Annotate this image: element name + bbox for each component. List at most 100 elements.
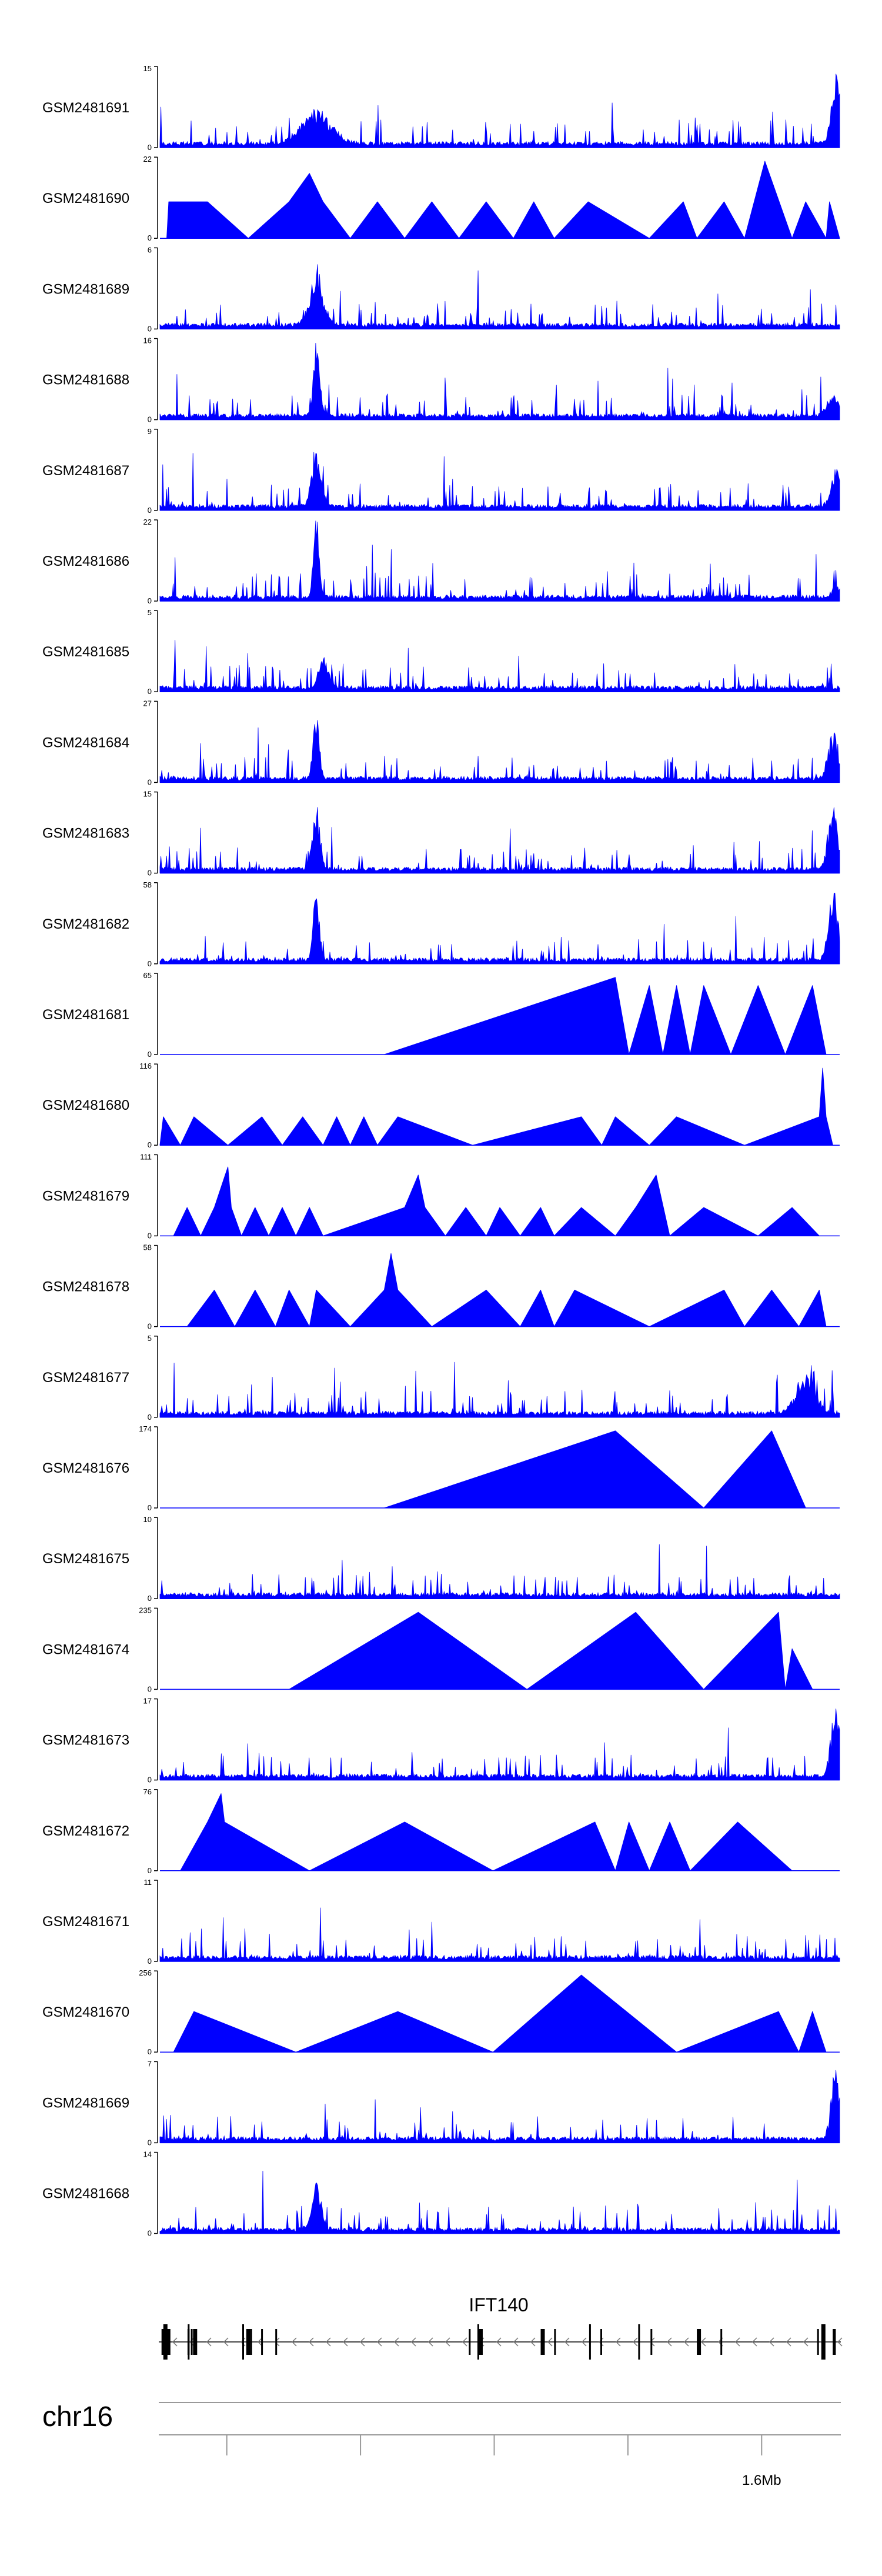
exon bbox=[477, 2324, 479, 2360]
track-GSM2481685: GSM2481685 5 0 bbox=[42, 608, 840, 696]
track-label: GSM2481688 bbox=[42, 372, 129, 388]
y-min-label: 0 bbox=[148, 233, 152, 242]
strand-arrow bbox=[325, 2337, 331, 2347]
strand-arrow bbox=[308, 2337, 314, 2347]
y-min-label: 0 bbox=[148, 1866, 152, 1875]
y-min-label: 0 bbox=[148, 324, 152, 333]
track-label: GSM2481682 bbox=[42, 916, 129, 932]
strand-arrow bbox=[786, 2337, 791, 2347]
y-min-label: 0 bbox=[148, 1957, 152, 1966]
track-GSM2481682: GSM2481682 58 0 bbox=[42, 880, 840, 968]
signal-area bbox=[159, 892, 840, 965]
y-min-label: 0 bbox=[148, 1684, 152, 1693]
exon bbox=[600, 2329, 602, 2355]
signal-tracks: GSM2481691150GSM2481690220GSM248168960GS… bbox=[42, 64, 840, 2238]
signal-area bbox=[173, 1974, 827, 2053]
signal-area bbox=[159, 1709, 840, 1780]
signal-area bbox=[159, 720, 840, 783]
y-min-label: 0 bbox=[148, 1050, 152, 1059]
exon bbox=[162, 2329, 165, 2355]
y-min-label: 0 bbox=[148, 1594, 152, 1603]
exon bbox=[720, 2329, 723, 2355]
y-min-label: 0 bbox=[148, 506, 152, 515]
strand-arrow bbox=[376, 2337, 382, 2347]
y-max-label: 9 bbox=[148, 427, 152, 436]
strand-arrow bbox=[683, 2337, 689, 2347]
signal-area bbox=[159, 1907, 840, 1962]
signal-area bbox=[159, 2070, 840, 2143]
y-min-label: 0 bbox=[148, 687, 152, 696]
y-min-label: 0 bbox=[148, 143, 152, 152]
strand-arrow bbox=[342, 2337, 348, 2347]
signal-area bbox=[166, 161, 840, 239]
track-GSM2481669: GSM2481669 7 0 bbox=[42, 2059, 840, 2147]
y-min-label: 0 bbox=[148, 778, 152, 786]
exon bbox=[817, 2329, 819, 2355]
strand-arrow bbox=[513, 2337, 519, 2347]
track-GSM2481687: GSM2481687 9 0 bbox=[42, 427, 840, 515]
strand-arrow bbox=[359, 2337, 365, 2347]
y-max-label: 17 bbox=[143, 1697, 152, 1706]
exon bbox=[275, 2329, 278, 2355]
track-GSM2481676: GSM2481676 174 0 bbox=[42, 1424, 840, 1512]
strand-arrow bbox=[291, 2337, 297, 2347]
track-label: GSM2481676 bbox=[42, 1460, 129, 1476]
signal-area bbox=[159, 520, 840, 602]
signal-area bbox=[159, 1544, 840, 1599]
exon bbox=[554, 2329, 556, 2355]
y-min-label: 0 bbox=[148, 1503, 152, 1512]
strand-arrow bbox=[837, 2337, 843, 2347]
exon bbox=[469, 2329, 471, 2355]
track-GSM2481690: GSM2481690 22 0 bbox=[42, 155, 840, 242]
y-min-label: 0 bbox=[148, 869, 152, 877]
exon bbox=[242, 2324, 244, 2360]
y-max-label: 65 bbox=[143, 971, 152, 980]
chromosome-label: chr16 bbox=[42, 2401, 113, 2432]
track-GSM2481677: GSM2481677 5 0 bbox=[42, 1334, 840, 1422]
strand-arrow bbox=[257, 2337, 263, 2347]
exon bbox=[191, 2329, 193, 2355]
strand-arrow bbox=[393, 2337, 399, 2347]
exon bbox=[833, 2329, 835, 2355]
y-max-label: 5 bbox=[148, 608, 152, 617]
signal-area bbox=[384, 977, 827, 1055]
strand-arrow bbox=[649, 2337, 655, 2347]
strand-arrow bbox=[410, 2337, 416, 2347]
strand-arrow bbox=[547, 2337, 553, 2347]
track-GSM2481681: GSM2481681 65 0 bbox=[42, 971, 840, 1059]
exon bbox=[589, 2324, 591, 2360]
track-GSM2481672: GSM2481672 76 0 bbox=[42, 1787, 840, 1875]
strand-arrow bbox=[666, 2337, 672, 2347]
track-GSM2481679: GSM2481679 111 0 bbox=[42, 1152, 840, 1240]
signal-area bbox=[159, 640, 840, 692]
exon bbox=[193, 2329, 198, 2355]
gene-label: IFT140 bbox=[469, 2294, 528, 2315]
strand-arrow bbox=[172, 2337, 178, 2347]
gene-exons bbox=[161, 2324, 836, 2360]
track-label: GSM2481674 bbox=[42, 1641, 129, 1657]
track-GSM2481683: GSM2481683 15 0 bbox=[42, 790, 840, 877]
exon bbox=[166, 2329, 171, 2355]
strand-arrow bbox=[189, 2337, 195, 2347]
exon bbox=[250, 2329, 252, 2355]
exon bbox=[187, 2329, 189, 2355]
signal-area bbox=[173, 1166, 820, 1236]
y-max-label: 15 bbox=[143, 64, 152, 73]
signal-area bbox=[289, 1611, 813, 1690]
track-label: GSM2481686 bbox=[42, 553, 129, 569]
strand-arrow bbox=[496, 2337, 502, 2347]
exon bbox=[540, 2329, 545, 2355]
strand-arrow bbox=[769, 2337, 774, 2347]
y-max-label: 16 bbox=[143, 336, 152, 345]
track-GSM2481686: GSM2481686 22 0 bbox=[42, 518, 840, 605]
track-label: GSM2481675 bbox=[42, 1551, 129, 1567]
exon bbox=[163, 2324, 168, 2360]
y-max-label: 58 bbox=[143, 1243, 152, 1252]
y-min-label: 0 bbox=[148, 2138, 152, 2147]
y-min-label: 0 bbox=[148, 415, 152, 424]
y-max-label: 6 bbox=[148, 245, 152, 254]
exon bbox=[834, 2329, 836, 2355]
track-label: GSM2481690 bbox=[42, 191, 129, 206]
signal-area bbox=[159, 74, 840, 148]
strand-arrow bbox=[581, 2337, 587, 2347]
